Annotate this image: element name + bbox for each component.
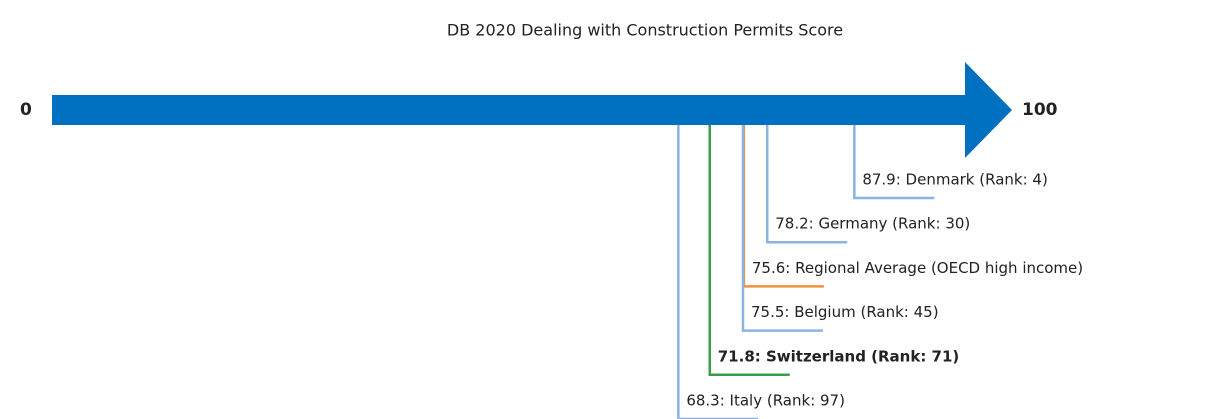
scale-end-label: 0 [20, 100, 32, 120]
marker-line [765, 125, 848, 244]
marker-line [853, 125, 935, 200]
chart-title: DB 2020 Dealing with Construction Permit… [447, 21, 843, 40]
marker-label: 75.6: Regional Average (OECD high income… [752, 259, 1083, 277]
scale-arrow [52, 62, 1012, 158]
marker-line [708, 125, 790, 377]
marker-label: 68.3: Italy (Rank: 97) [686, 392, 845, 410]
marker-label: 87.9: Denmark (Rank: 4) [862, 171, 1047, 189]
marker-label: 75.5: Belgium (Rank: 45) [751, 303, 939, 321]
marker-label: 71.8: Switzerland (Rank: 71) [718, 347, 960, 365]
marker-line [741, 125, 823, 332]
marker-label: 78.2: Germany (Rank: 30) [775, 215, 970, 233]
scale-end-label: 100 [1022, 100, 1058, 120]
marker-line [677, 125, 759, 419]
